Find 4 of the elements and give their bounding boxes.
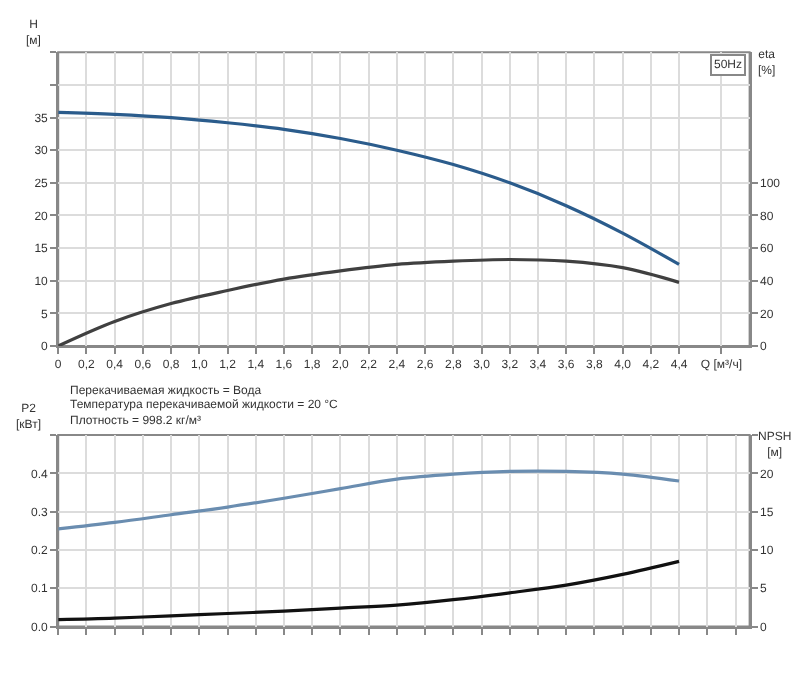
line-series — [58, 110, 681, 267]
line-series — [58, 257, 681, 346]
line-series — [58, 469, 681, 531]
line-series — [58, 559, 681, 622]
